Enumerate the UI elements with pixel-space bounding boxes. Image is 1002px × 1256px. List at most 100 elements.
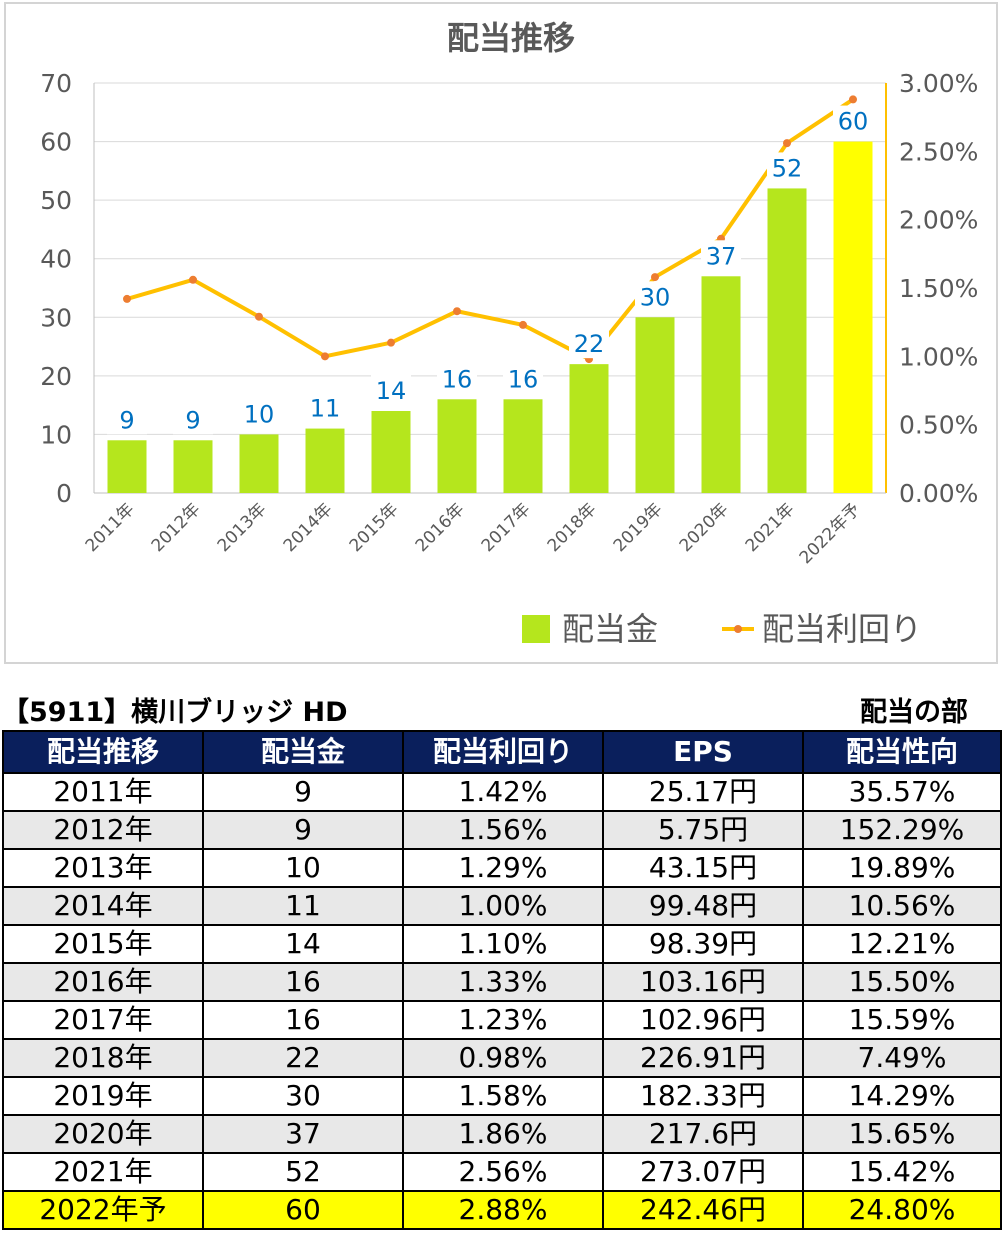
bar [569, 364, 609, 493]
header-eps: EPS [602, 730, 804, 774]
cell-payout: 19.89% [802, 848, 1002, 888]
table-row: 2021年 52 2.56% 273.07円 15.42% [2, 1152, 1002, 1192]
table-heading-row: 【5911】横川ブリッジ HD 配当の部 [0, 690, 1002, 730]
data-label-bg [569, 328, 609, 359]
data-label: 16 [442, 365, 473, 393]
cell-dividend: 9 [202, 810, 404, 850]
right-tick-label: 0.50% [899, 411, 978, 440]
bar [437, 399, 477, 493]
data-label-bg [701, 240, 741, 271]
table-row: 2015年 14 1.10% 98.39円 12.21% [2, 924, 1002, 964]
x-tick-label: 2017年 [478, 499, 535, 556]
cell-year: 2021年 [2, 1152, 204, 1192]
data-label: 9 [119, 406, 134, 434]
x-tick-label: 2021年 [742, 499, 799, 556]
cell-payout: 12.21% [802, 924, 1002, 964]
cell-yield: 1.56% [402, 810, 604, 850]
cell-dividend: 30 [202, 1076, 404, 1116]
left-tick-label: 30 [40, 303, 72, 332]
left-tick-label: 10 [40, 420, 72, 449]
cell-yield: 1.33% [402, 962, 604, 1002]
data-label: 52 [772, 154, 803, 182]
cell-eps: 182.33円 [602, 1076, 804, 1116]
data-label: 60 [838, 108, 869, 136]
cell-yield: 2.56% [402, 1152, 604, 1192]
x-tick-label: 2019年 [610, 499, 667, 556]
cell-dividend: 37 [202, 1114, 404, 1154]
legend-line-label: 配当利回り [762, 610, 922, 648]
cell-eps: 98.39円 [602, 924, 804, 964]
data-label-bg [371, 375, 411, 405]
cell-yield: 1.86% [402, 1114, 604, 1154]
legend-line-marker [734, 625, 742, 633]
yield-point [321, 352, 329, 361]
cell-eps: 242.46円 [602, 1190, 804, 1230]
cell-eps: 226.91円 [602, 1038, 804, 1078]
table-row: 2022年予 60 2.88% 242.46円 24.80% [2, 1190, 1002, 1230]
bar [305, 428, 345, 493]
cell-payout: 14.29% [802, 1076, 1002, 1116]
bar [173, 440, 213, 493]
cell-dividend: 60 [202, 1190, 404, 1230]
right-tick-label: 2.00% [899, 206, 978, 235]
left-tick-label: 40 [40, 245, 72, 274]
x-tick-label: 2018年 [544, 499, 601, 556]
x-tick-label: 2011年 [82, 499, 139, 556]
cell-eps: 5.75円 [602, 810, 804, 850]
cell-payout: 152.29% [802, 810, 1002, 850]
bar [833, 141, 873, 494]
cell-year: 2020年 [2, 1114, 204, 1154]
cell-year: 2011年 [2, 772, 204, 812]
cell-payout: 15.59% [802, 1000, 1002, 1040]
right-tick-label: 3.00% [899, 69, 978, 98]
yield-point [123, 294, 131, 303]
x-tick-label: 2015年 [346, 499, 403, 556]
yield-point [255, 312, 263, 321]
data-label-bg [767, 152, 807, 183]
table-row: 2014年 11 1.00% 99.48円 10.56% [2, 886, 1002, 926]
header-year: 配当推移 [2, 730, 204, 774]
chart-title: 配当推移 [447, 19, 575, 57]
left-tick-label: 60 [40, 128, 72, 157]
cell-dividend: 16 [202, 962, 404, 1002]
data-label: 10 [244, 400, 275, 428]
yield-line [126, 97, 855, 362]
data-label-bg [503, 363, 543, 394]
bar [239, 434, 279, 493]
data-label-bg [305, 392, 345, 423]
cell-yield: 1.42% [402, 772, 604, 812]
yield-point [189, 275, 197, 284]
cell-eps: 273.07円 [602, 1152, 804, 1192]
cell-eps: 99.48円 [602, 886, 804, 926]
left-tick-label: 0 [56, 479, 72, 508]
data-label: 22 [574, 330, 605, 358]
cell-payout: 10.56% [802, 886, 1002, 926]
yield-point [453, 307, 461, 316]
chart-container: 配当推移 0 10 20 30 40 50 60 70 0.00% 0.50% 1.00% 1.50% 2… [4, 2, 998, 664]
cell-year: 2017年 [2, 1000, 204, 1040]
yield-point [519, 320, 527, 329]
x-tick-label: 2012年 [148, 499, 205, 556]
cell-year: 2018年 [2, 1038, 204, 1078]
right-tick-label: 1.50% [899, 274, 978, 303]
cell-dividend: 52 [202, 1152, 404, 1192]
bar [635, 317, 675, 493]
data-label: 16 [508, 365, 539, 393]
cell-payout: 7.49% [802, 1038, 1002, 1078]
bar [701, 276, 741, 493]
cell-payout: 24.80% [802, 1190, 1002, 1230]
data-label: 11 [310, 395, 341, 423]
table-row: 2017年 16 1.23% 102.96円 15.59% [2, 1000, 1002, 1040]
cell-eps: 102.96円 [602, 1000, 804, 1040]
cell-dividend: 14 [202, 924, 404, 964]
table-subtitle: 配当の部 [860, 697, 968, 728]
cell-dividend: 22 [202, 1038, 404, 1078]
data-label: 14 [376, 377, 407, 405]
cell-yield: 1.58% [402, 1076, 604, 1116]
cell-yield: 1.29% [402, 848, 604, 888]
yield-point [849, 95, 857, 104]
left-tick-label: 20 [40, 362, 72, 391]
left-tick-label: 50 [40, 186, 72, 215]
data-label-bg [107, 404, 147, 435]
data-label: 9 [185, 406, 200, 434]
